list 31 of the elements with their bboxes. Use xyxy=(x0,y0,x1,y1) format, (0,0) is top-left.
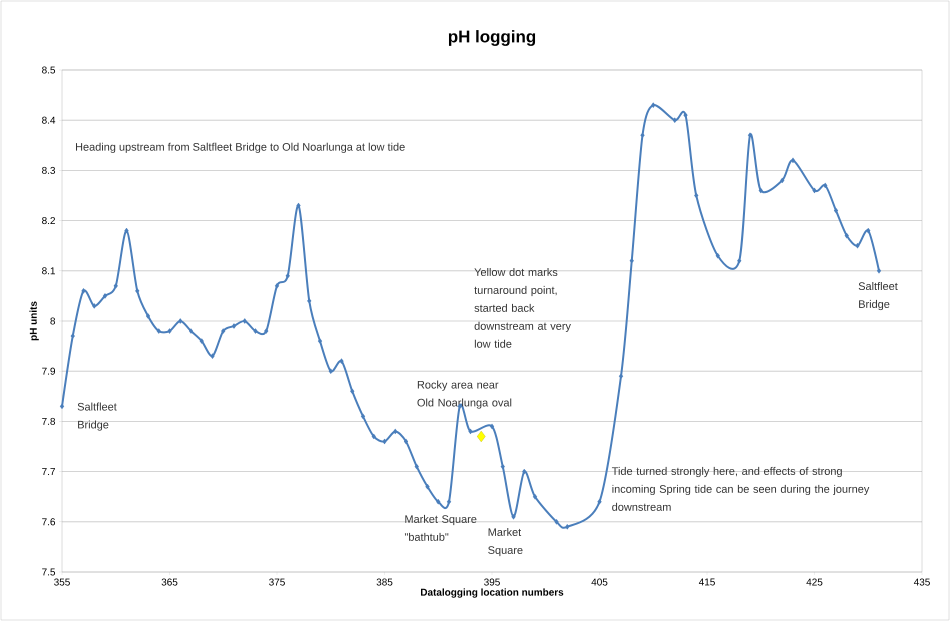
x-tick-label: 385 xyxy=(376,578,392,586)
x-tick-label: 435 xyxy=(914,578,930,586)
x-tick-label: 395 xyxy=(484,578,500,586)
y-tick-label: 7.8 xyxy=(42,418,56,425)
x-tick-label: 355 xyxy=(54,578,70,586)
y-tick-label: 8 xyxy=(50,317,56,325)
chart-title: pH logging xyxy=(448,30,536,46)
annotation: Market Square "bathtub" xyxy=(404,514,476,541)
y-tick-label: 8.4 xyxy=(42,116,56,124)
y-tick-label: 7.5 xyxy=(42,568,56,576)
y-axis-title: pH units xyxy=(30,301,39,340)
y-tick-label: 7.6 xyxy=(42,518,56,526)
y-tick-label: 7.7 xyxy=(42,468,55,476)
annotation: Heading upstream from Saltfleet Bridge to Old Noarlunga at low tide xyxy=(76,142,405,153)
y-tick-label: 8.3 xyxy=(42,166,56,174)
annotation: Market Square xyxy=(488,528,523,556)
y-tick-label: 7.9 xyxy=(42,368,56,375)
x-axis-title: Datalogging location numbers xyxy=(420,588,564,598)
annotation: Tide turned strongly here, and effects of strong incoming Spring tide can be seen during the journey downstream xyxy=(612,466,870,511)
annotation: Saltfleet Bridge xyxy=(858,282,898,310)
annotation: Saltfleet Bridge xyxy=(78,402,117,431)
y-tick-label: 8.1 xyxy=(42,267,55,274)
x-tick-label: 415 xyxy=(698,578,715,586)
x-tick-label: 425 xyxy=(806,578,822,586)
annotation: Yellow dot marks turnaround point, started back downstream at very low tide xyxy=(474,268,571,348)
annotation: Rocky area near Old Noarlunga oval xyxy=(417,380,512,409)
x-tick-label: 365 xyxy=(162,578,178,586)
x-tick-label: 405 xyxy=(591,578,608,586)
y-tick-label: 8.5 xyxy=(42,66,56,74)
x-tick-label: 375 xyxy=(269,578,285,586)
y-tick-label: 8.2 xyxy=(42,217,55,224)
